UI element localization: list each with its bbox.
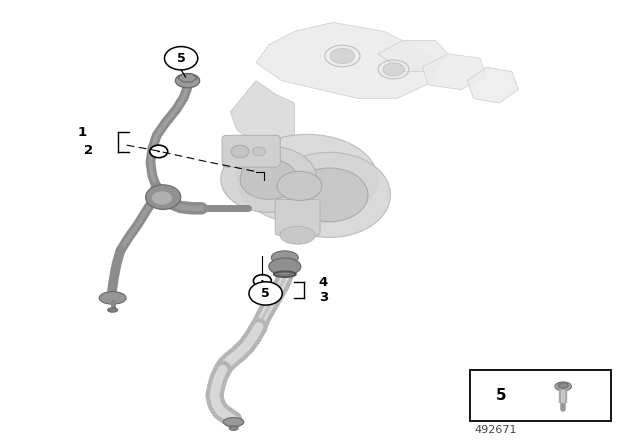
Ellipse shape: [175, 73, 200, 88]
Text: 5: 5: [177, 52, 186, 65]
Ellipse shape: [146, 185, 180, 209]
Ellipse shape: [383, 63, 404, 76]
Ellipse shape: [558, 383, 568, 388]
Circle shape: [261, 280, 264, 282]
Ellipse shape: [330, 48, 355, 64]
Circle shape: [249, 282, 282, 305]
Ellipse shape: [280, 226, 316, 244]
Circle shape: [157, 151, 160, 152]
Ellipse shape: [152, 191, 172, 205]
Circle shape: [164, 47, 198, 70]
FancyBboxPatch shape: [275, 199, 320, 235]
Ellipse shape: [229, 426, 238, 431]
Text: 1: 1: [78, 125, 87, 139]
Polygon shape: [467, 67, 518, 103]
FancyBboxPatch shape: [222, 135, 280, 167]
FancyBboxPatch shape: [470, 370, 611, 421]
Ellipse shape: [269, 258, 301, 275]
Ellipse shape: [221, 146, 317, 212]
Text: 5: 5: [261, 287, 270, 300]
Text: 5: 5: [496, 388, 506, 403]
Text: 492671: 492671: [475, 425, 517, 435]
Ellipse shape: [99, 292, 126, 304]
Ellipse shape: [108, 308, 118, 312]
Circle shape: [253, 275, 271, 287]
Polygon shape: [422, 54, 486, 90]
Ellipse shape: [223, 418, 244, 426]
Ellipse shape: [271, 251, 298, 264]
Polygon shape: [230, 81, 294, 143]
Polygon shape: [378, 40, 448, 72]
Polygon shape: [178, 74, 197, 82]
Text: 2: 2: [84, 144, 93, 158]
Ellipse shape: [240, 159, 298, 199]
Text: 3: 3: [319, 291, 328, 305]
Ellipse shape: [555, 382, 572, 391]
Ellipse shape: [291, 168, 368, 222]
Text: 4: 4: [319, 276, 328, 289]
Ellipse shape: [237, 134, 378, 224]
Circle shape: [150, 145, 168, 158]
Polygon shape: [256, 22, 435, 99]
Ellipse shape: [231, 145, 249, 158]
Ellipse shape: [253, 147, 266, 156]
Ellipse shape: [277, 172, 322, 201]
Ellipse shape: [269, 152, 390, 237]
